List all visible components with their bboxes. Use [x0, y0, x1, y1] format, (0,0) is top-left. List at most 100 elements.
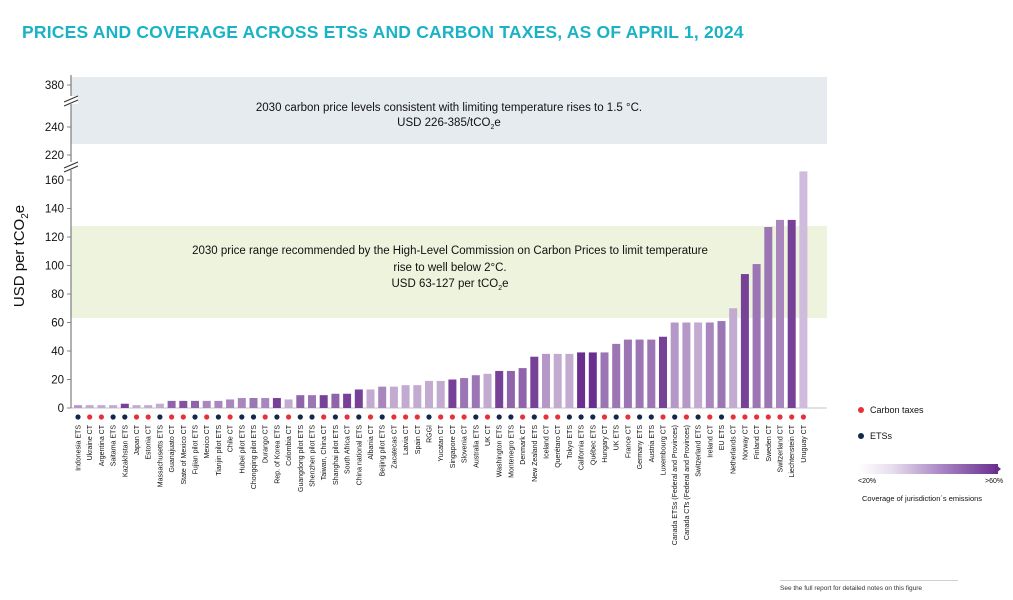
ets-marker	[192, 414, 198, 420]
x-tick-label: UK ETS	[614, 425, 621, 451]
y-tick-label: 40	[51, 346, 64, 358]
carbon-tax-marker	[87, 414, 93, 420]
x-tick-label: Hungary CT	[602, 424, 609, 462]
x-tick-label: Austria ETS	[649, 425, 656, 463]
ets-marker	[590, 414, 596, 420]
band-hlccp-line3: USD 63-127 per tCO2e	[391, 278, 508, 292]
bar	[261, 398, 270, 408]
ets-marker	[473, 414, 479, 420]
x-tick-label: Finland CT	[754, 424, 761, 459]
x-tick-label: Germany ETS	[637, 425, 644, 470]
carbon-tax-marker	[543, 414, 549, 420]
band-1-5c	[71, 77, 827, 144]
bar	[740, 274, 749, 408]
bar	[226, 399, 235, 408]
bar	[787, 219, 796, 408]
bar	[272, 398, 281, 408]
x-tick-label: Australia ETS	[473, 425, 480, 468]
bar	[167, 400, 176, 408]
carbon-tax-marker	[321, 414, 327, 420]
bar	[460, 378, 469, 408]
bar	[155, 403, 164, 408]
carbon-tax-marker	[660, 414, 666, 420]
bar	[518, 368, 527, 408]
legend-carbon-taxes-label: Carbon taxes	[870, 405, 924, 415]
bar	[413, 385, 422, 408]
bar	[214, 400, 223, 408]
bar	[144, 405, 153, 408]
x-tick-label: California ETS	[579, 425, 586, 470]
bar	[565, 353, 574, 408]
bar	[132, 405, 141, 408]
bar	[506, 370, 515, 408]
ets-marker	[274, 414, 280, 420]
carbon-tax-marker	[227, 414, 233, 420]
ets-marker	[332, 414, 338, 420]
y-tick-label: 220	[45, 150, 64, 162]
carbon-tax-marker	[461, 414, 467, 420]
ets-marker	[613, 414, 619, 420]
x-tick-label: Tianjin pilot ETS	[216, 425, 223, 476]
x-tick-label: Sweden CT	[766, 424, 773, 461]
ets-marker	[122, 414, 128, 420]
y-tick-label: 20	[51, 375, 64, 387]
bar	[729, 308, 738, 408]
bar	[74, 405, 82, 408]
gradient-title: Coverage of jurisdiction´s emissions	[862, 494, 983, 503]
x-tick-label: New Zealand ETS	[532, 425, 539, 482]
bar	[308, 395, 316, 408]
x-tick-label: Beijing pilot ETS	[380, 425, 387, 477]
bar	[635, 339, 644, 408]
bar	[705, 322, 714, 408]
bar	[682, 322, 691, 408]
ets-marker	[695, 414, 701, 420]
ets-marker	[496, 414, 502, 420]
x-tick-label: Liechtenstein CT	[789, 424, 796, 477]
bar	[495, 370, 504, 408]
carbon-tax-marker	[777, 414, 783, 420]
ets-marker	[426, 414, 432, 420]
carbon-tax-marker	[555, 414, 561, 420]
y-tick-label: 120	[45, 232, 64, 244]
y-tick-label: 380	[45, 80, 64, 92]
legend-ets-label: ETSs	[870, 431, 893, 441]
bar	[471, 375, 480, 408]
x-tick-label: Durango CT	[263, 424, 270, 463]
carbon-tax-marker	[145, 414, 151, 420]
bar	[764, 227, 773, 408]
axis-break-upper	[63, 95, 79, 107]
ets-marker	[239, 414, 245, 420]
x-tick-label: Estonia CT	[146, 424, 153, 459]
x-tick-label: China national ETS	[356, 425, 363, 486]
carbon-tax-marker	[391, 414, 397, 420]
x-tick-label: Switzerland ETS	[696, 425, 703, 477]
x-tick-label: Taiwan, China CT	[321, 424, 328, 480]
x-tick-label: Albania CT	[368, 424, 375, 459]
bar	[600, 352, 609, 408]
gradient-arrow-icon	[995, 464, 1001, 474]
axis-break-lower	[63, 161, 79, 173]
carbon-tax-dot-icon	[858, 407, 864, 413]
carbon-tax-marker	[133, 414, 140, 420]
x-tick-label: Shanghai pilot ETS	[333, 425, 340, 485]
bar	[378, 386, 387, 408]
bar	[436, 380, 445, 408]
bar	[659, 336, 667, 408]
ets-marker	[718, 414, 725, 420]
bar	[612, 343, 621, 408]
y-tick-label: 0	[58, 403, 64, 415]
carbon-tax-marker	[367, 414, 374, 420]
x-tick-label: State of Mexico CT	[181, 424, 188, 484]
bar	[296, 395, 305, 408]
bar	[425, 380, 433, 408]
x-tick-label: Canada ETSs (Federal and Provinces)	[672, 425, 679, 545]
x-tick-label: Tokyo ETS	[567, 425, 574, 459]
x-tick-label: Fujian pilot ETS	[193, 425, 200, 475]
x-tick-label: Chongqing pilot ETS	[251, 425, 258, 490]
x-tick-label: Mexico CT	[204, 424, 211, 458]
x-tick-label: Iceland CT	[544, 424, 551, 459]
band-hlccp-line2: rise to well below 2°C.	[393, 262, 506, 274]
carbon-tax-marker	[625, 414, 631, 420]
ets-marker	[215, 414, 221, 420]
band-1-5c-line2: USD 226-385/tCO2e	[397, 117, 501, 131]
